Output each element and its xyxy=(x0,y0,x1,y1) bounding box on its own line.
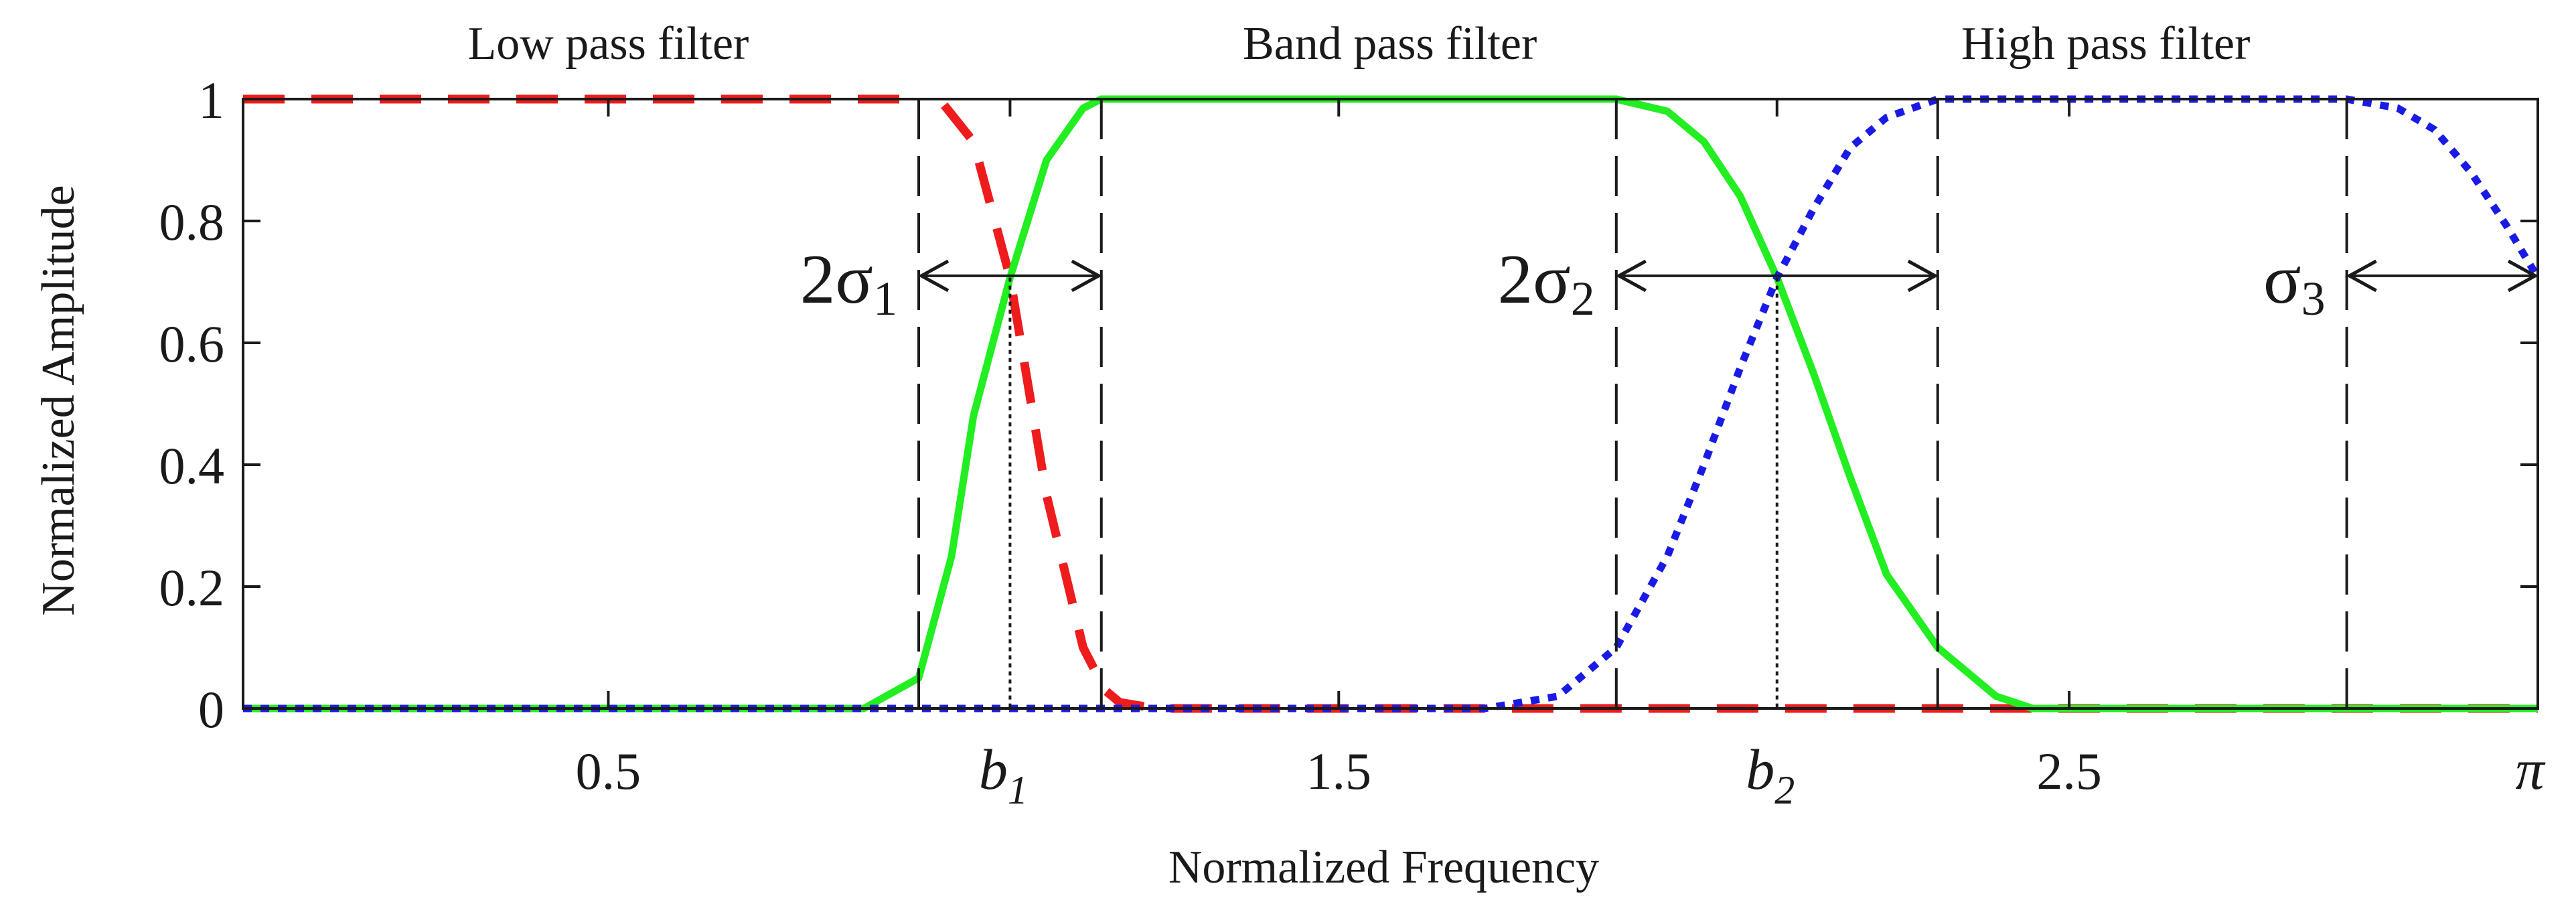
bandwidth-label-subscript: 3 xyxy=(2301,272,2326,325)
x-tick-label-symbolic: π xyxy=(2515,737,2546,802)
x-tick-symbol: b xyxy=(1746,737,1774,802)
y-tick-label: 0 xyxy=(198,680,224,739)
y-tick-label: 0.2 xyxy=(159,558,225,617)
bandwidth-label-2: 2σ2 xyxy=(1498,240,1595,325)
x-tick-label: 2.5 xyxy=(2036,742,2102,800)
region-label: Band pass filter xyxy=(1243,18,1537,70)
y-tick-label: 1 xyxy=(198,71,224,129)
bandwidth-label-main: 2σ xyxy=(1498,240,1571,318)
arrowhead-left-1 xyxy=(917,259,950,293)
series-line-band-pass xyxy=(243,95,2538,712)
arrowhead-right-1 xyxy=(1071,259,1102,293)
x-tick-label-symbolic: b2 xyxy=(1746,737,1795,812)
bandwidth-label-main: 2σ xyxy=(800,240,873,318)
bandwidth-label-subscript: 1 xyxy=(873,272,897,325)
x-tick-symbol: π xyxy=(2515,737,2546,802)
x-tick-subscript: 1 xyxy=(1008,768,1028,812)
x-tick-symbol: b xyxy=(979,737,1008,802)
arrowhead-left-3 xyxy=(2346,259,2377,293)
y-tick-label: 0.8 xyxy=(159,193,225,251)
x-tick-label: 0.5 xyxy=(576,742,641,800)
axes-layer xyxy=(242,98,2539,710)
region-label: Low pass filter xyxy=(467,18,749,70)
arrowhead-left-2 xyxy=(1615,259,1647,293)
bandwidth-label-subscript: 2 xyxy=(1571,272,1595,325)
region-label: High pass filter xyxy=(1961,18,2251,70)
arrowhead-right-2 xyxy=(1907,259,1939,293)
x-tick-subscript: 2 xyxy=(1774,768,1795,812)
bandwidth-label-main: σ xyxy=(2263,240,2301,318)
x-tick-label: 1.5 xyxy=(1306,742,1372,800)
bandwidth-label-3: σ3 xyxy=(2263,240,2326,325)
guides-layer xyxy=(917,99,2539,708)
series-line-low-pass xyxy=(243,94,2538,713)
arrowhead-right-3 xyxy=(2507,259,2539,293)
y-tick-label: 0.6 xyxy=(159,315,225,373)
bandwidth-label-1: 2σ1 xyxy=(800,240,897,325)
y-tick-label: 0.4 xyxy=(159,437,225,495)
y-axis-title: Normalized Amplitude xyxy=(33,185,84,615)
plot-frame xyxy=(242,98,2539,710)
x-tick-label-symbolic: b1 xyxy=(979,737,1028,812)
curves-layer xyxy=(243,94,2541,713)
x-axis-title: Normalized Frequency xyxy=(1168,842,1599,893)
series-line-high-pass xyxy=(243,95,2541,712)
